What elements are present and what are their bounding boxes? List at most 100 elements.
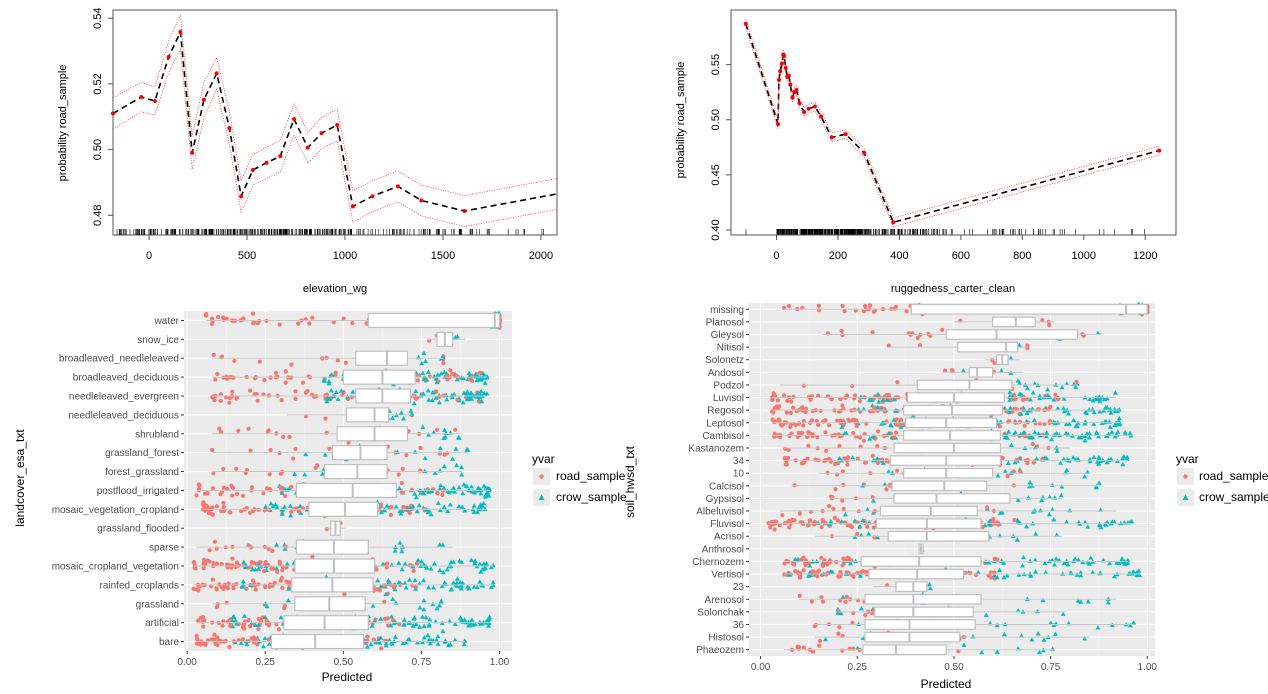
point-road-sample bbox=[389, 504, 394, 510]
point-road-sample bbox=[205, 491, 210, 496]
point-crow-sample bbox=[1078, 435, 1084, 440]
box-Cambisol bbox=[903, 430, 1001, 441]
point-road-sample bbox=[264, 618, 269, 623]
point-crow-sample bbox=[402, 561, 408, 566]
point-road-sample bbox=[788, 424, 793, 430]
point-crow-sample bbox=[440, 628, 446, 633]
point-crow-sample bbox=[461, 375, 466, 381]
point-road-sample bbox=[251, 578, 256, 583]
data-point bbox=[419, 198, 424, 203]
data-point bbox=[305, 145, 310, 150]
point-road-sample bbox=[415, 395, 420, 400]
point-road-sample bbox=[855, 456, 860, 461]
point-crow-sample bbox=[1094, 459, 1100, 464]
point-road-sample bbox=[327, 446, 332, 451]
point-road-sample bbox=[819, 555, 824, 560]
point-road-sample bbox=[775, 398, 780, 403]
point-road-sample bbox=[342, 592, 347, 597]
point-crow-sample bbox=[1001, 574, 1007, 580]
point-crow-sample bbox=[461, 641, 467, 647]
point-road-sample bbox=[262, 378, 267, 383]
point-crow-sample bbox=[399, 508, 405, 513]
point-crow-sample bbox=[1088, 555, 1094, 560]
point-road-sample bbox=[293, 396, 298, 401]
point-road-sample bbox=[817, 568, 822, 573]
point-road-sample bbox=[378, 502, 384, 507]
point-road-sample bbox=[822, 520, 827, 525]
point-crow-sample bbox=[473, 371, 478, 377]
point-road-sample bbox=[875, 444, 880, 449]
x-tick-label: 1500 bbox=[431, 250, 455, 262]
point-crow-sample bbox=[1018, 411, 1024, 416]
point-crow-sample bbox=[383, 641, 389, 646]
point-crow-sample bbox=[239, 583, 245, 589]
point-road-sample bbox=[287, 434, 292, 440]
y-tick-label: sparse bbox=[149, 543, 179, 554]
box-Solonchak bbox=[874, 606, 974, 618]
point-crow-sample bbox=[995, 473, 1001, 478]
point-road-sample bbox=[300, 380, 306, 385]
point-road-sample bbox=[777, 418, 782, 423]
point-crow-sample bbox=[876, 399, 882, 404]
point-crow-sample bbox=[1136, 568, 1142, 573]
point-crow-sample bbox=[273, 502, 279, 507]
point-road-sample bbox=[836, 432, 842, 437]
point-crow-sample bbox=[452, 637, 458, 642]
point-road-sample bbox=[364, 321, 369, 326]
point-crow-sample bbox=[842, 430, 848, 436]
point-road-sample bbox=[418, 445, 423, 451]
point-crow-sample bbox=[1104, 395, 1110, 401]
point-crow-sample bbox=[987, 522, 993, 527]
point-crow-sample bbox=[421, 607, 427, 612]
box-Histosol bbox=[864, 631, 961, 643]
data-point bbox=[278, 154, 283, 159]
point-road-sample bbox=[997, 424, 1003, 429]
point-crow-sample bbox=[396, 560, 402, 565]
point-road-sample bbox=[871, 525, 876, 530]
point-crow-sample bbox=[1009, 442, 1014, 447]
box-artificial bbox=[283, 615, 369, 631]
point-crow-sample bbox=[1049, 436, 1055, 442]
point-road-sample bbox=[797, 593, 802, 599]
point-crow-sample bbox=[378, 583, 384, 589]
point-road-sample bbox=[780, 513, 785, 518]
point-crow-sample bbox=[442, 580, 448, 585]
point-crow-sample bbox=[437, 567, 443, 572]
point-crow-sample bbox=[435, 641, 441, 646]
point-crow-sample bbox=[1085, 524, 1091, 529]
point-road-sample bbox=[234, 560, 239, 565]
y-tick-label: bare bbox=[159, 637, 179, 648]
point-road-sample bbox=[202, 504, 207, 509]
point-crow-sample bbox=[848, 561, 854, 566]
point-road-sample bbox=[333, 370, 338, 375]
point-road-sample bbox=[191, 560, 196, 565]
point-road-sample bbox=[850, 620, 855, 625]
point-road-sample bbox=[992, 360, 997, 366]
point-crow-sample bbox=[1034, 456, 1040, 461]
point-crow-sample bbox=[262, 614, 268, 619]
box-broadleaved_deciduous bbox=[342, 369, 416, 385]
point-road-sample bbox=[234, 582, 239, 587]
x-tick-label: 0.00 bbox=[177, 657, 197, 668]
box-Calcisol bbox=[891, 480, 988, 492]
point-road-sample bbox=[192, 565, 197, 570]
plot-frame bbox=[112, 9, 558, 236]
point-road-sample bbox=[783, 446, 788, 451]
point-road-sample bbox=[781, 393, 787, 398]
point-road-sample bbox=[230, 493, 235, 498]
point-road-sample bbox=[239, 508, 244, 514]
point-crow-sample bbox=[385, 578, 391, 583]
point-crow-sample bbox=[426, 432, 432, 437]
point-road-sample bbox=[227, 396, 233, 401]
point-road-sample bbox=[844, 393, 849, 399]
point-road-sample bbox=[1030, 441, 1035, 447]
point-road-sample bbox=[242, 626, 247, 631]
point-crow-sample bbox=[994, 622, 1000, 628]
point-crow-sample bbox=[1024, 410, 1030, 415]
point-road-sample bbox=[283, 369, 288, 374]
point-road-sample bbox=[1006, 419, 1011, 424]
data-point bbox=[264, 160, 269, 165]
point-crow-sample bbox=[384, 503, 390, 508]
point-crow-sample bbox=[256, 566, 262, 571]
point-crow-sample bbox=[466, 370, 472, 376]
